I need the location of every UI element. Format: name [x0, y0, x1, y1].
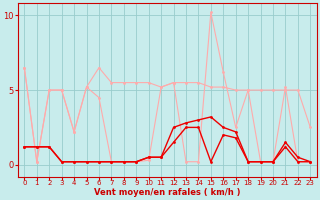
X-axis label: Vent moyen/en rafales ( km/h ): Vent moyen/en rafales ( km/h ) — [94, 188, 241, 197]
